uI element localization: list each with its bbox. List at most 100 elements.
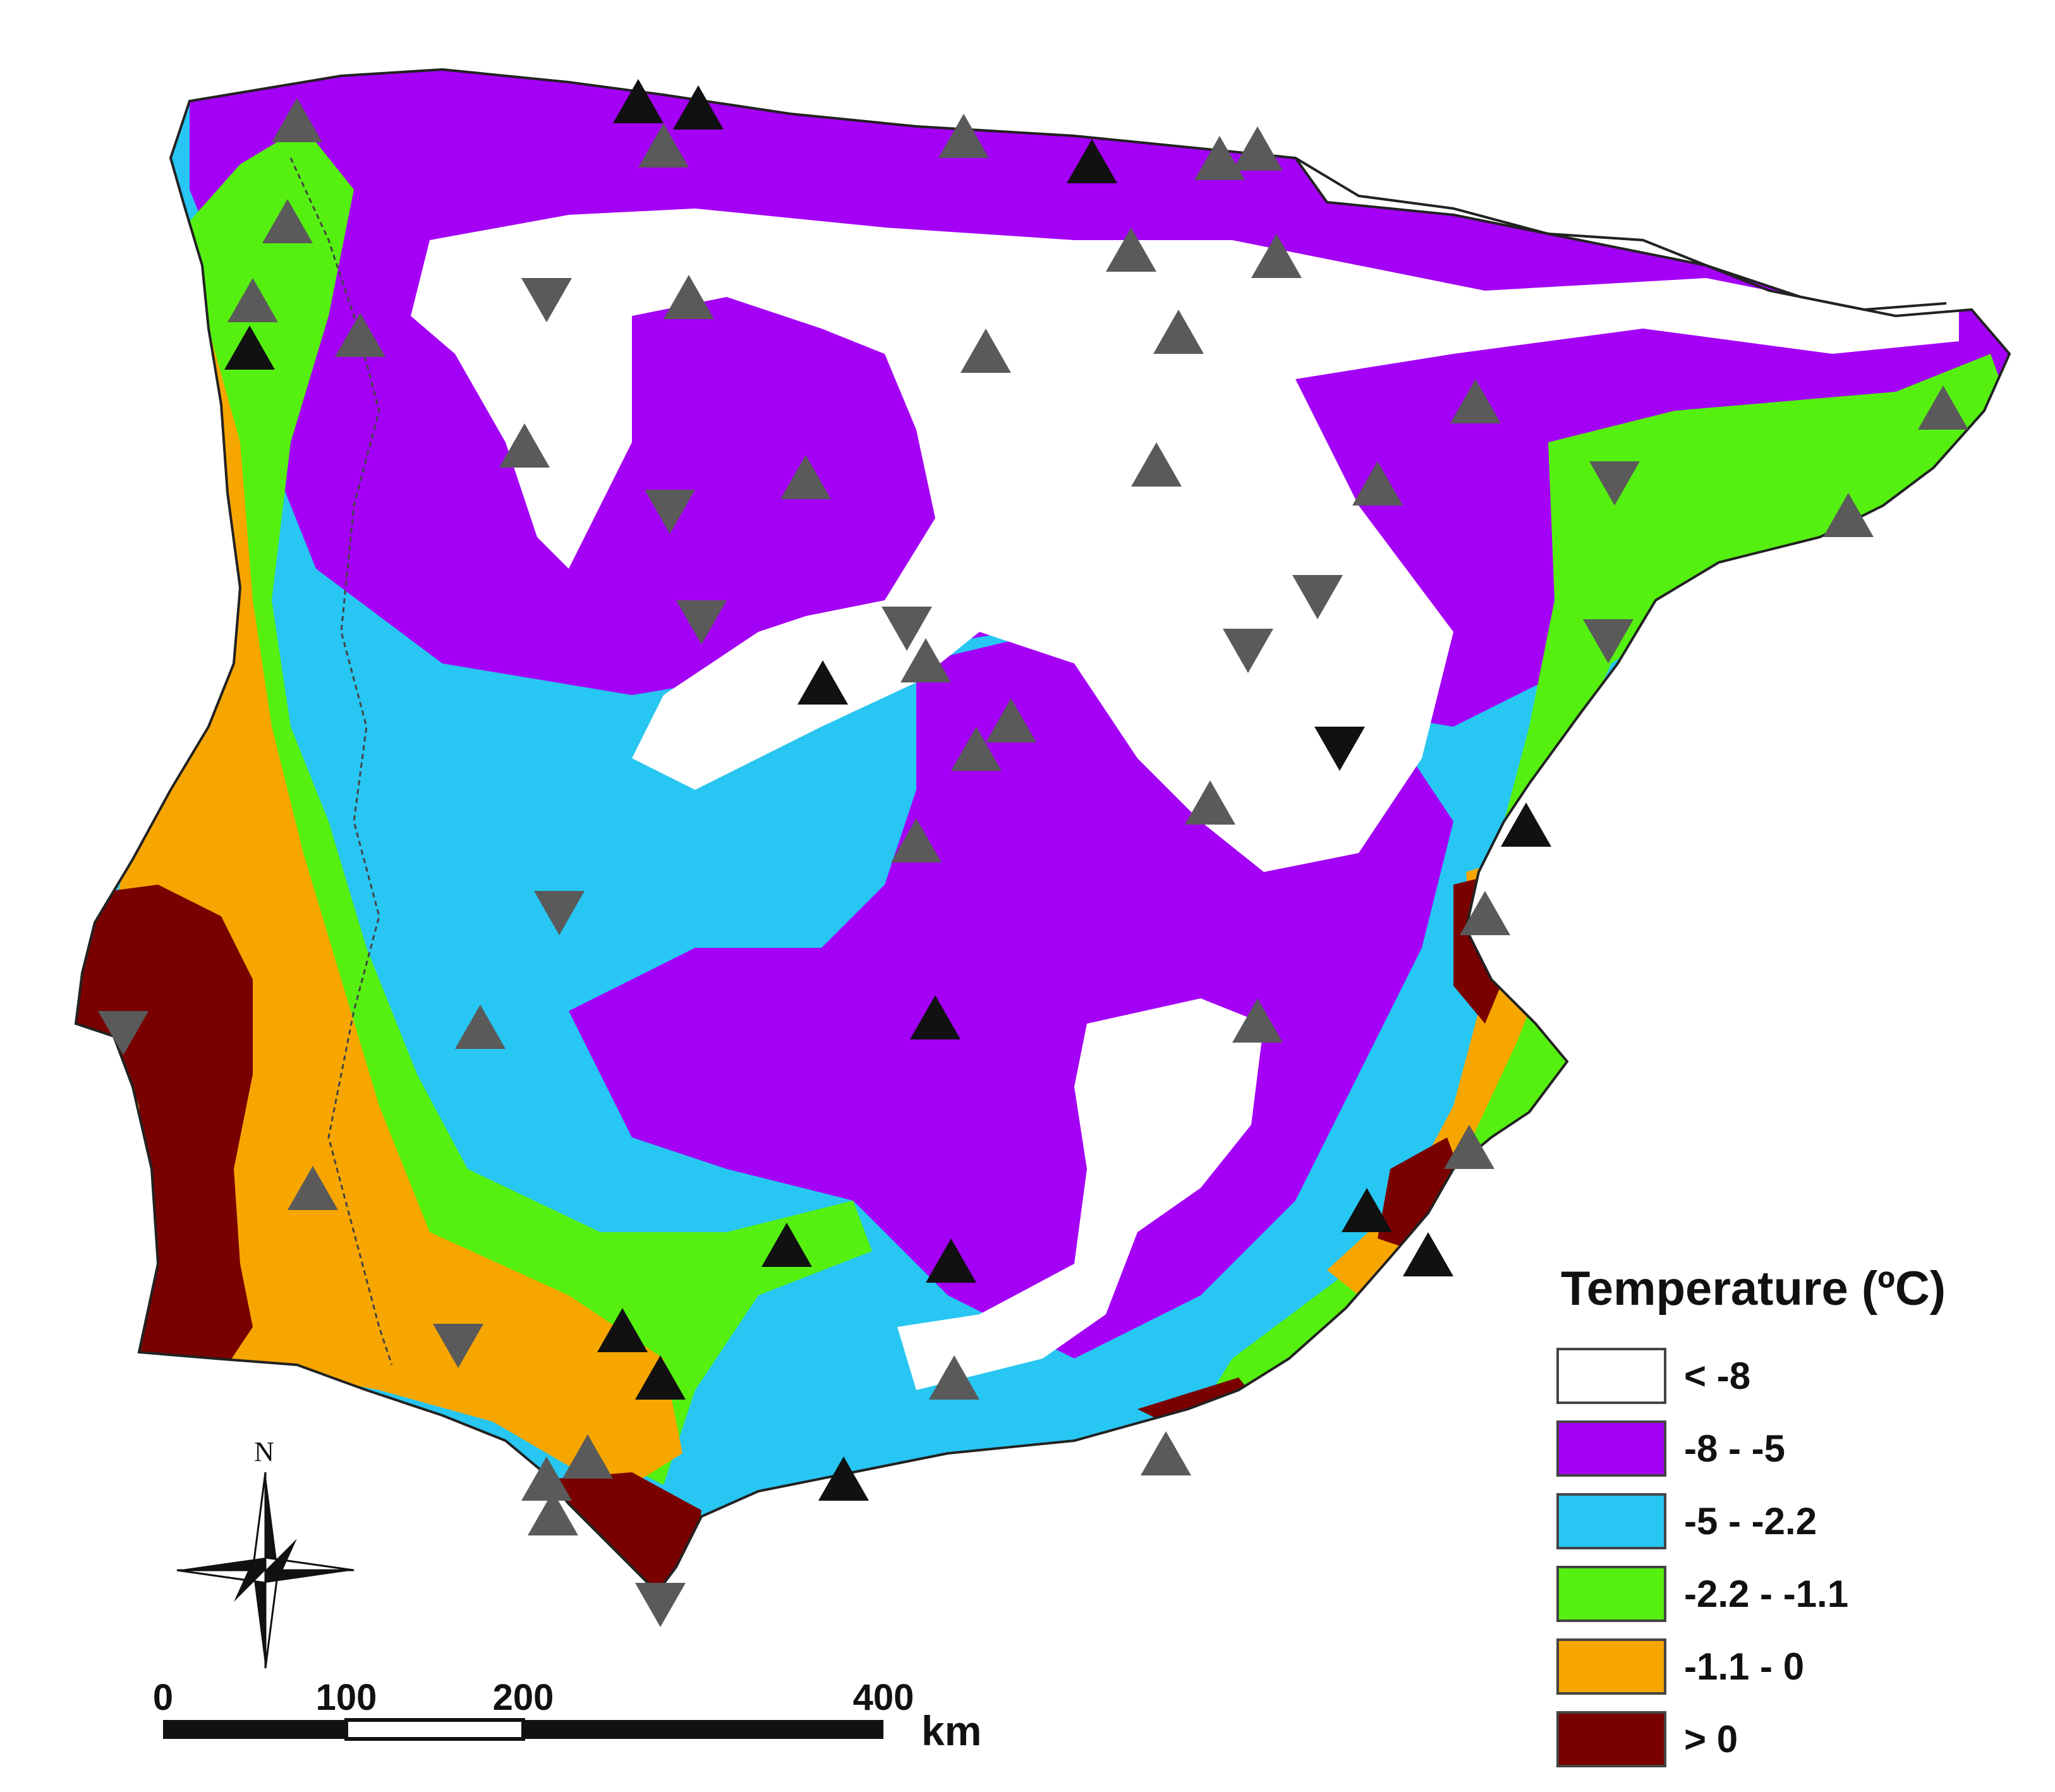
legend-swatch bbox=[1556, 1638, 1666, 1695]
station-up-black bbox=[1501, 802, 1551, 847]
compass-east-dark bbox=[265, 1570, 354, 1583]
station-up-black bbox=[597, 1308, 648, 1352]
station-up-black bbox=[613, 79, 664, 123]
station-up-gray bbox=[335, 313, 385, 357]
legend-label: -8 - -5 bbox=[1684, 1427, 1785, 1470]
legend-item: > 0 bbox=[1556, 1711, 1738, 1767]
station-up-gray bbox=[1194, 136, 1245, 180]
station-up-gray bbox=[1141, 1431, 1191, 1475]
compass-south-light bbox=[264, 1569, 279, 1669]
station-up-gray bbox=[1918, 385, 1968, 430]
station-up-gray bbox=[521, 1456, 572, 1501]
station-up-black bbox=[926, 1238, 976, 1283]
scale-segment-dark bbox=[163, 1720, 346, 1739]
compass-south-dark bbox=[253, 1570, 265, 1668]
station-up-gray bbox=[638, 123, 689, 167]
compass-east-light bbox=[264, 1556, 355, 1571]
station-up-gray bbox=[1153, 310, 1204, 354]
station-up-gray bbox=[1131, 442, 1182, 487]
station-up-gray bbox=[1251, 234, 1302, 278]
legend-swatch bbox=[1556, 1493, 1666, 1549]
compass-north-light bbox=[252, 1472, 267, 1571]
station-up-gray bbox=[1232, 998, 1283, 1043]
legend-label: -5 - -2.2 bbox=[1684, 1500, 1817, 1542]
scale-tick-label: 0 bbox=[153, 1677, 173, 1718]
scale-tick-label: 400 bbox=[853, 1677, 914, 1718]
compass-north-dark bbox=[265, 1472, 278, 1570]
zone-purple-duero bbox=[569, 297, 935, 663]
legend-swatch bbox=[1556, 1420, 1666, 1477]
station-up-gray bbox=[499, 423, 550, 468]
station-up-gray bbox=[288, 1166, 338, 1210]
station-up-gray bbox=[900, 638, 951, 682]
station-up-black bbox=[1403, 1232, 1453, 1276]
station-up-gray bbox=[938, 114, 989, 158]
legend-item: -1.1 - 0 bbox=[1556, 1638, 1804, 1695]
scale-unit: km bbox=[921, 1707, 981, 1754]
legend-item: -8 - -5 bbox=[1556, 1420, 1785, 1477]
france-border-line bbox=[1294, 157, 1947, 312]
station-up-gray bbox=[562, 1434, 613, 1479]
station-up-gray bbox=[664, 275, 714, 319]
station-up-gray bbox=[1823, 493, 1874, 537]
zone-darkred-alicante bbox=[1378, 1137, 1466, 1251]
scale-tick-label: 200 bbox=[493, 1677, 554, 1718]
scale-bar: 0 100 200 400 km bbox=[153, 1677, 982, 1754]
station-up-gray bbox=[1460, 891, 1510, 935]
station-down-gray bbox=[98, 1011, 149, 1055]
compass-west-dark bbox=[177, 1558, 265, 1570]
station-up-gray bbox=[227, 278, 278, 322]
scale-tick-label: 100 bbox=[316, 1677, 377, 1718]
station-up-gray bbox=[1185, 780, 1235, 825]
station-up-gray bbox=[528, 1491, 578, 1535]
station-down-gray bbox=[1292, 575, 1343, 619]
station-down-gray bbox=[635, 1583, 686, 1627]
scale-segment-light bbox=[344, 1718, 525, 1741]
legend-item: -5 - -2.2 bbox=[1556, 1493, 1817, 1549]
weather-stations bbox=[98, 79, 1968, 1627]
scale-segment-dark bbox=[523, 1720, 883, 1739]
station-up-black bbox=[1342, 1188, 1392, 1232]
compass-sw bbox=[234, 1567, 265, 1602]
station-up-black bbox=[818, 1456, 869, 1501]
station-down-gray bbox=[1583, 619, 1634, 663]
station-up-black bbox=[224, 325, 275, 370]
station-up-black bbox=[635, 1355, 686, 1400]
legend-item: -2.2 - -1.1 bbox=[1556, 1566, 1848, 1622]
station-up-black bbox=[761, 1223, 812, 1267]
legend-swatch bbox=[1556, 1348, 1666, 1404]
legend-swatch bbox=[1556, 1711, 1666, 1767]
station-down-gray bbox=[645, 490, 695, 534]
legend-swatch bbox=[1556, 1566, 1666, 1622]
compass-ne bbox=[265, 1539, 297, 1573]
station-up-gray bbox=[986, 698, 1036, 742]
station-up-gray bbox=[951, 727, 1002, 771]
station-up-gray bbox=[272, 98, 322, 142]
station-down-gray bbox=[433, 1324, 483, 1368]
compass-rose-icon: N bbox=[176, 1436, 355, 1669]
station-up-black bbox=[1067, 139, 1117, 183]
legend-label: -1.1 - 0 bbox=[1684, 1645, 1804, 1688]
station-up-gray bbox=[1232, 126, 1283, 171]
station-up-gray bbox=[1106, 227, 1156, 272]
station-up-gray bbox=[780, 455, 831, 499]
legend-item: < -8 bbox=[1556, 1348, 1750, 1404]
station-down-gray bbox=[1589, 461, 1640, 506]
station-up-gray bbox=[1450, 379, 1501, 423]
legend-label: -2.2 - -1.1 bbox=[1684, 1573, 1848, 1615]
station-up-gray bbox=[262, 199, 313, 243]
station-down-gray bbox=[882, 607, 932, 651]
station-down-gray bbox=[676, 600, 727, 645]
station-up-black bbox=[797, 660, 848, 705]
legend-label: < -8 bbox=[1684, 1355, 1750, 1397]
station-down-gray bbox=[534, 891, 585, 935]
station-up-gray bbox=[929, 1355, 979, 1400]
legend-label: > 0 bbox=[1684, 1718, 1738, 1760]
zone-darkred-lisbon bbox=[76, 885, 253, 1365]
station-up-gray bbox=[1444, 1125, 1494, 1169]
station-up-black bbox=[910, 995, 961, 1039]
zone-white-southeast bbox=[897, 998, 1264, 1390]
north-label: N bbox=[254, 1436, 274, 1467]
station-up-gray bbox=[1352, 461, 1403, 506]
